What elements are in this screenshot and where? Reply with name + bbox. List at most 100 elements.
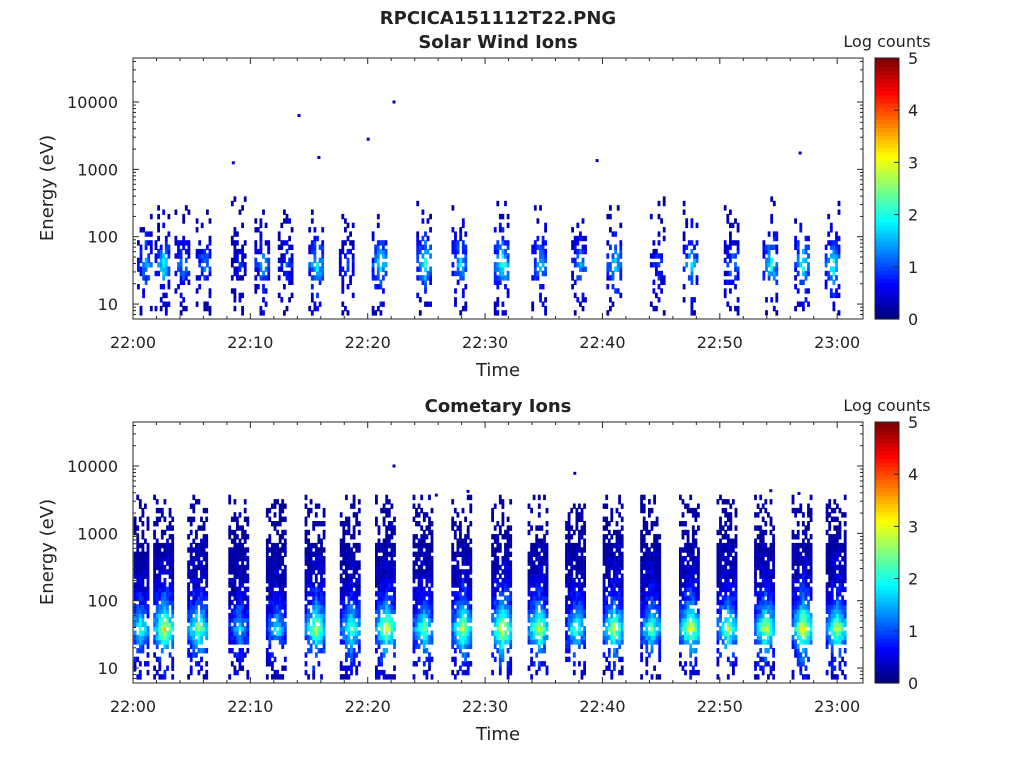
heatmap-cell: [613, 608, 616, 614]
heatmap-cell: [355, 652, 359, 658]
heatmap-cell: [464, 262, 468, 268]
heatmap-cell: [160, 674, 164, 680]
heatmap-cell: [174, 288, 178, 294]
heatmap-cell: [166, 560, 169, 566]
heatmap-cell: [380, 604, 383, 610]
heatmap-cell: [724, 547, 728, 553]
heatmap-cell: [501, 499, 505, 505]
heatmap-cell: [390, 634, 394, 641]
heatmap-cell: [736, 222, 740, 229]
heatmap-cell: [347, 595, 351, 601]
heatmap-cell: [456, 542, 460, 549]
heatmap-cell: [230, 661, 234, 667]
heatmap-cell: [469, 634, 473, 641]
heatmap-cell: [352, 512, 356, 518]
heatmap-cell: [283, 209, 286, 215]
heatmap-cell: [278, 626, 282, 632]
heatmap-cell: [139, 227, 143, 233]
heatmap-cell: [679, 617, 682, 623]
heatmap-cell: [501, 612, 505, 619]
heatmap-cell: [658, 626, 662, 632]
heatmap-cell: [491, 630, 494, 636]
heatmap-cell: [144, 279, 148, 285]
heatmap-cell: [453, 674, 457, 680]
heatmap-cell: [339, 621, 343, 628]
heatmap-cell: [618, 639, 621, 645]
heatmap-cell: [695, 222, 699, 229]
heatmap-cell: [283, 582, 287, 588]
heatmap-cell: [540, 661, 544, 667]
heatmap-cell: [179, 240, 183, 246]
heatmap-cell: [759, 612, 763, 619]
heatmap-cell: [610, 669, 614, 676]
heatmap-cell: [273, 582, 277, 588]
heatmap-cell: [580, 634, 584, 641]
heatmap-cell: [268, 612, 272, 619]
heatmap-cell: [166, 621, 169, 628]
heatmap-cell: [138, 643, 142, 649]
heatmap-cell: [415, 630, 418, 636]
heatmap-cell: [459, 639, 462, 645]
heatmap-cell: [205, 674, 209, 680]
heatmap-cell: [724, 617, 728, 623]
heatmap-cell: [345, 582, 348, 588]
heatmap-cell: [662, 279, 666, 285]
heatmap-cell: [770, 266, 774, 272]
heatmap-cell: [575, 582, 579, 588]
heatmap-cell: [314, 643, 318, 649]
heatmap-cell: [734, 534, 738, 540]
heatmap-cell: [271, 591, 274, 597]
heatmap-cell: [200, 626, 203, 632]
heatmap-cell: [200, 648, 203, 654]
heatmap-cell: [461, 582, 465, 588]
heatmap-cell: [650, 634, 654, 641]
heatmap-cell: [422, 621, 426, 628]
heatmap-cell: [642, 573, 646, 579]
heatmap-cell: [832, 248, 836, 255]
heatmap-cell: [723, 248, 727, 255]
heatmap-cell: [424, 284, 427, 290]
heatmap-cell: [657, 262, 661, 268]
heatmap-cell: [376, 284, 380, 290]
heatmap-cell: [501, 630, 505, 636]
heatmap-cell: [679, 577, 682, 584]
heatmap-cell: [645, 669, 649, 676]
heatmap-cell: [385, 556, 389, 562]
heatmap-cell: [157, 205, 160, 211]
heatmap-cell: [761, 669, 765, 676]
heatmap-cell: [228, 551, 232, 557]
heatmap-cell: [531, 275, 535, 281]
heatmap-cell: [345, 612, 348, 619]
heatmap-cell: [734, 525, 738, 531]
heatmap-cell: [160, 556, 164, 562]
heatmap-cell: [689, 556, 693, 562]
heatmap-cell: [375, 556, 378, 562]
heatmap-cell: [273, 634, 277, 641]
heatmap-cell: [570, 560, 574, 566]
heatmap-cell: [424, 266, 427, 272]
colorbar-swatch: [875, 314, 899, 320]
heatmap-cell: [655, 542, 659, 549]
colorbar-swatch: [875, 286, 899, 292]
heatmap-cell: [238, 648, 242, 654]
colorbar-swatch: [875, 58, 899, 63]
heatmap-cell: [695, 253, 699, 259]
heatmap-cell: [684, 586, 687, 593]
heatmap-cell: [376, 240, 380, 246]
heatmap-cell: [726, 556, 730, 562]
heatmap-cell: [243, 196, 247, 202]
heatmap-cell: [202, 591, 206, 597]
heatmap-cell: [236, 569, 239, 575]
heatmap-cell: [541, 262, 545, 268]
heatmap-cell: [456, 248, 460, 255]
heatmap-cell: [322, 507, 326, 514]
heatmap-cell: [184, 205, 188, 211]
heatmap-cell: [158, 586, 162, 593]
heatmap-cell: [565, 542, 568, 549]
heatmap-cell: [829, 292, 833, 299]
heatmap-cell: [168, 512, 172, 518]
heatmap-cell: [243, 573, 247, 579]
colorbar-swatch: [875, 208, 899, 214]
heatmap-cell: [317, 556, 321, 562]
